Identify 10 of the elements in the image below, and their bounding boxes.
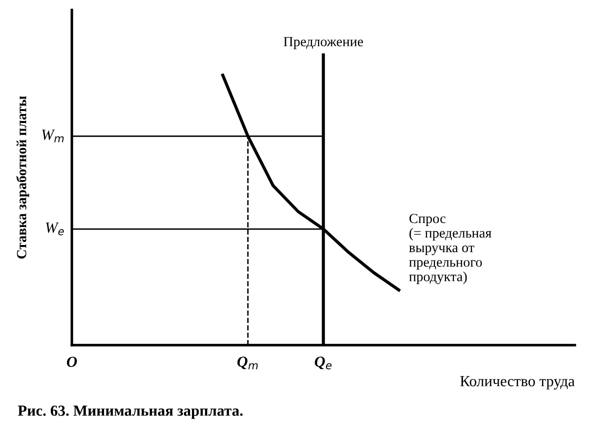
series-label: Предложение	[284, 37, 363, 50]
series-label: Спрос (= предельная выручка от предельного продукта)	[409, 214, 492, 284]
x-tick-label: O	[66, 356, 77, 367]
annotation: W$_{e}$	[46, 222, 64, 236]
annotation: W$_{m}$	[42, 130, 64, 142]
x-axis-title: Количество труда	[460, 376, 575, 390]
x-tick-label: Q$_{e}$	[314, 356, 332, 370]
x-tick-label: Q$_{m}$	[237, 356, 258, 370]
text: Рис. 63. Минимальная зарплата.	[18, 406, 243, 419]
y-axis-title: Ставка заработной платы	[16, 96, 30, 259]
